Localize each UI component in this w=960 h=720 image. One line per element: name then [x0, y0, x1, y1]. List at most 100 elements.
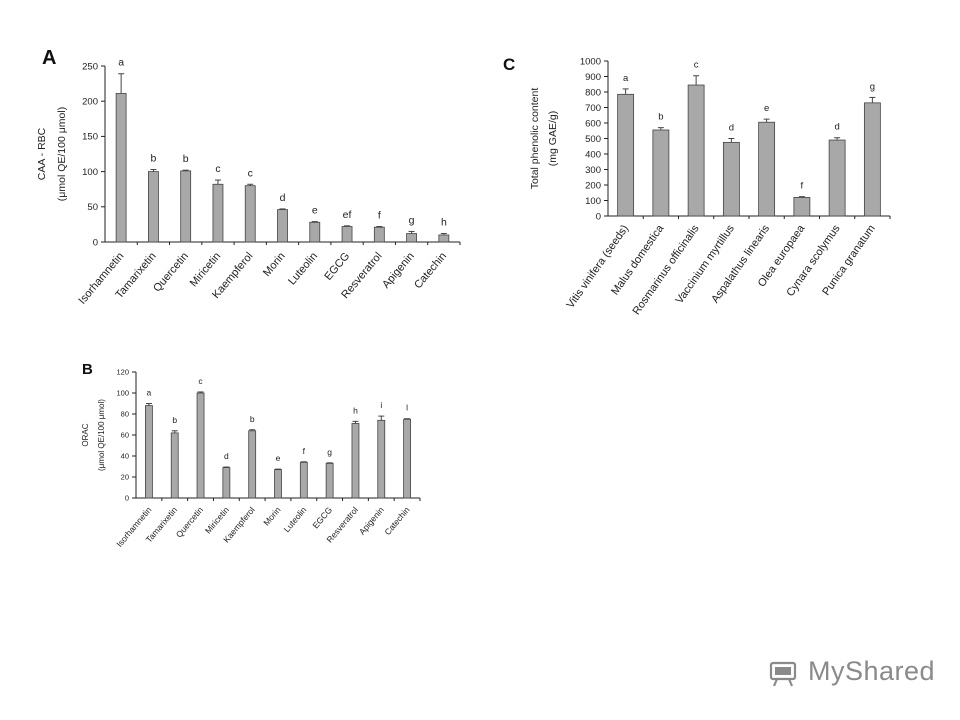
significance-letter: b — [150, 152, 156, 164]
bar — [341, 226, 353, 243]
y-axis-title: (μmol QE/100 μmol) — [56, 107, 68, 201]
bar — [652, 129, 670, 217]
significance-letter: l — [406, 403, 408, 413]
significance-letter: a — [147, 388, 152, 398]
y-tick-label: 0 — [93, 237, 98, 248]
y-axis-title: (mg GAE/g) — [547, 111, 559, 166]
y-tick-label: 500 — [585, 134, 601, 145]
panel-a-chart: A 0 50 100 150 200 250 CAA - RBC (μmol QE/100 μm… — [36, 47, 461, 307]
category-label: Catechin — [382, 505, 411, 537]
y-axis-title: (μmol QE/100 μmol) — [97, 399, 106, 471]
y-axis-title: CAA - RBC — [36, 127, 48, 180]
significance-letter: a — [623, 73, 629, 84]
bar — [863, 102, 881, 217]
significance-letter: i — [380, 400, 382, 410]
y-tick-label: 150 — [82, 132, 98, 143]
bar — [309, 221, 321, 243]
y-axis-title: Total phenolic content — [529, 88, 541, 190]
bar — [373, 226, 385, 243]
significance-letter: e — [764, 103, 769, 114]
bar — [244, 185, 256, 243]
bar — [351, 423, 360, 499]
significance-letter: h — [441, 217, 447, 229]
y-tick-label: 900 — [585, 72, 601, 83]
y-tick-label: 200 — [82, 97, 98, 108]
y-tick-label: 700 — [585, 103, 601, 114]
category-label: Rosmarinus officinalis — [630, 222, 701, 317]
significance-letter: g — [870, 81, 875, 92]
panel-letter: B — [82, 361, 93, 378]
category-label: Quercetin — [174, 505, 206, 540]
significance-letter: d — [834, 122, 839, 133]
significance-letter: ef — [343, 209, 352, 221]
significance-letter: c — [694, 60, 699, 71]
bar — [277, 209, 288, 243]
y-tick-label: 20 — [121, 473, 129, 482]
y-tick-label: 0 — [125, 494, 129, 503]
significance-letter: b — [172, 415, 177, 425]
y-tick-label: 80 — [121, 410, 129, 419]
projector-icon — [768, 658, 798, 688]
y-tick-label: 40 — [121, 452, 129, 461]
category-label: Catechin — [412, 250, 449, 291]
bar — [222, 467, 231, 499]
category-label: Luteolin — [286, 250, 320, 287]
bar — [212, 183, 224, 243]
bar — [248, 430, 257, 499]
significance-letter: d — [729, 123, 734, 134]
y-tick-label: 0 — [596, 211, 601, 222]
significance-letter: e — [312, 205, 318, 217]
significance-letter: b — [250, 414, 255, 424]
category-label: Vitis vinifera (seeds) — [565, 223, 632, 311]
category-label: Luteolin — [282, 505, 309, 534]
y-tick-label: 250 — [82, 61, 98, 72]
bar — [148, 171, 159, 243]
significance-letter: a — [118, 57, 124, 69]
significance-letter: b — [658, 112, 663, 123]
bar — [180, 170, 192, 243]
bar — [406, 233, 417, 243]
bar — [325, 462, 334, 499]
bar — [115, 93, 127, 243]
y-tick-label: 300 — [585, 165, 601, 176]
significance-letter: g — [327, 447, 332, 457]
bar — [274, 469, 282, 499]
y-tick-label: 100 — [585, 196, 601, 207]
significance-letter: e — [276, 453, 281, 463]
y-tick-label: 50 — [87, 202, 98, 213]
significance-letter: d — [224, 451, 229, 461]
bar — [687, 84, 705, 217]
significance-letter: f — [303, 446, 306, 456]
category-label: EGCG — [310, 505, 334, 531]
y-tick-label: 1000 — [580, 56, 601, 67]
bar — [758, 121, 776, 217]
watermark-text: MyShared — [808, 656, 936, 686]
bar — [145, 405, 153, 499]
panel-letter: C — [503, 55, 515, 74]
bar — [196, 392, 205, 499]
category-label: EGCG — [322, 250, 352, 283]
y-tick-label: 600 — [585, 118, 601, 129]
significance-letter: g — [409, 214, 415, 226]
bar — [170, 432, 179, 499]
bar — [793, 196, 811, 217]
bar — [617, 93, 635, 217]
category-label: Morin — [261, 505, 282, 528]
significance-letter: d — [280, 192, 286, 204]
significance-letter: c — [198, 376, 203, 386]
bar — [377, 419, 386, 499]
y-tick-label: 400 — [585, 149, 601, 160]
bar — [828, 139, 846, 217]
significance-letter: b — [183, 153, 189, 165]
significance-letter: f — [801, 181, 804, 192]
category-label: Apigenin — [357, 505, 386, 537]
category-label: Apigenin — [380, 250, 417, 291]
category-label: Morin — [261, 250, 288, 279]
y-tick-label: 100 — [116, 389, 129, 398]
significance-letter: f — [378, 210, 381, 222]
y-tick-label: 120 — [116, 368, 129, 377]
panel-c-chart: C 0 100 200 300 400 500 600 700 800 900 1000 Total p… — [503, 55, 891, 317]
significance-letter: h — [353, 405, 358, 415]
bar — [722, 141, 740, 217]
